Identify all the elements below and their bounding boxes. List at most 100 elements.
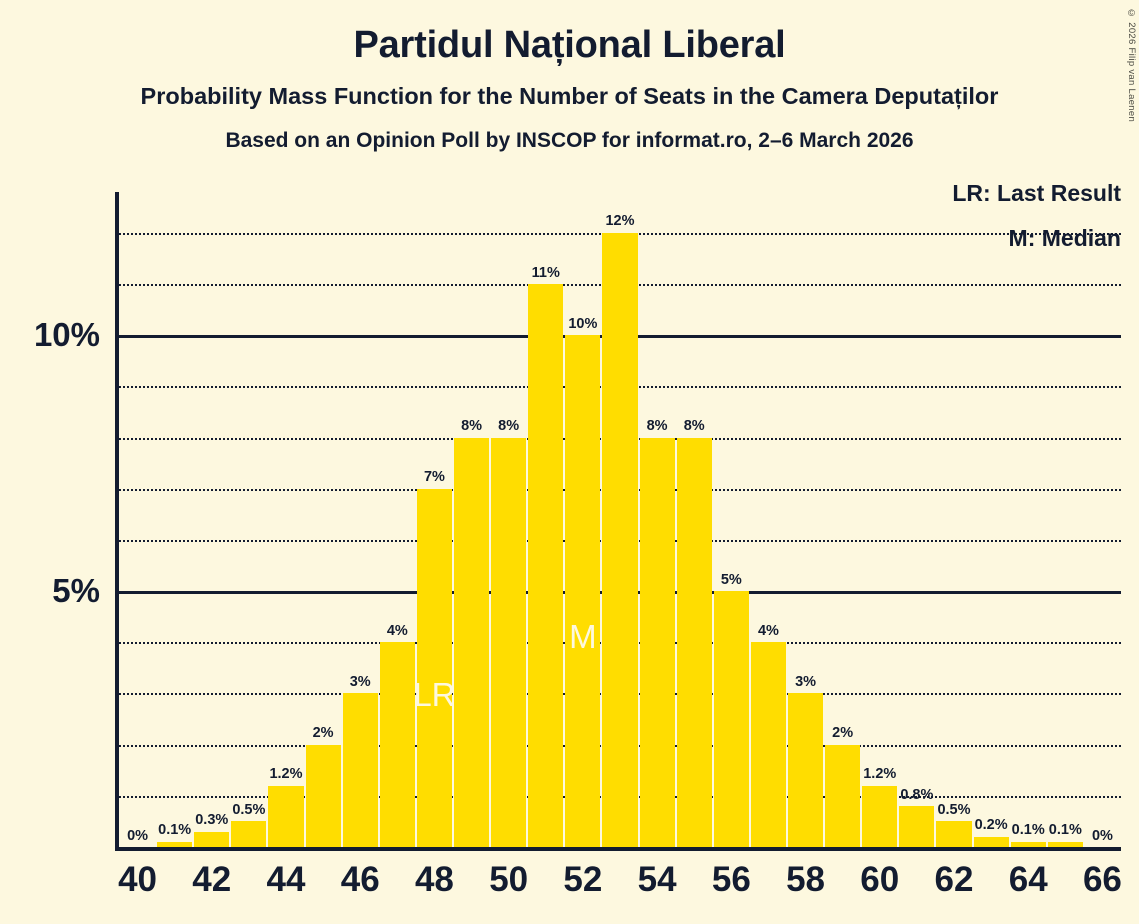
bar[interactable] [713, 591, 749, 847]
bar[interactable] [454, 437, 490, 847]
bar-slot[interactable]: 10% M [564, 192, 601, 847]
bar[interactable] [676, 437, 712, 847]
x-axis-tick-label: 58 [786, 860, 826, 899]
bar-value-label: 1.2% [269, 766, 303, 783]
bar[interactable] [528, 284, 564, 847]
bar-value-label: 5% [720, 571, 742, 588]
bar-value-label: 3% [795, 673, 817, 690]
bar-value-label: 0% [1091, 827, 1113, 844]
bar[interactable] [231, 821, 267, 847]
bar-slot[interactable]: 0.8% [898, 192, 935, 847]
x-axis-tick-label: 50 [489, 860, 529, 899]
bar[interactable] [973, 836, 1009, 847]
bar-value-label: 0.5% [232, 801, 266, 818]
bar-value-label: 2% [832, 725, 854, 742]
bar-slot[interactable]: 2% [305, 192, 342, 847]
bar[interactable] [750, 642, 786, 847]
bar-value-label: 8% [683, 418, 705, 435]
legend-item-median: M: Median [1008, 225, 1121, 251]
bar-slot[interactable]: 3% [342, 192, 379, 847]
page-title: Partidul Național Liberal [353, 24, 786, 66]
bar[interactable] [639, 437, 675, 847]
x-axis-tick-label: 40 [118, 860, 158, 899]
bar-slot[interactable]: 4% [379, 192, 416, 847]
bar-slot[interactable]: 0.5% [935, 192, 972, 847]
bar-slot[interactable]: 4% [750, 192, 787, 847]
bar-slot[interactable]: 8% [490, 192, 527, 847]
bar-slot[interactable]: 0.2% [973, 192, 1010, 847]
bar[interactable] [416, 488, 452, 847]
bar[interactable] [491, 437, 527, 847]
bar[interactable] [268, 785, 304, 847]
bar-slot[interactable]: 7% LR [413, 192, 456, 847]
bar-slot[interactable]: 0.3% [193, 192, 230, 847]
bar-slot[interactable]: 2% [824, 192, 861, 847]
bar-slot[interactable]: 0% [119, 192, 156, 847]
bar[interactable] [1047, 841, 1083, 847]
copyright-notice: © 2026 Filip van Laenen [1126, 8, 1137, 123]
legend-item-last-result: LR: Last Result [952, 180, 1121, 206]
bar-slot[interactable]: 8% [453, 192, 490, 847]
chart-subtitle: Probability Mass Function for the Number… [140, 83, 999, 109]
bar-slot[interactable]: 0% [1084, 192, 1121, 847]
y-axis-line [115, 192, 119, 847]
bar-value-label: 7% [423, 469, 445, 486]
bars-group: 0% 0.1% 0.3% 0.5% 1.2% 2% 3% 4% 7% LR 8% 8% 11% 10% M 1… [119, 192, 1121, 847]
x-axis-tick-label: 66 [1082, 860, 1122, 899]
bar-value-label: 10% [568, 315, 598, 332]
bar[interactable] [194, 831, 230, 847]
bar-slot[interactable]: 0.5% [230, 192, 267, 847]
x-axis-tick-label: 52 [563, 860, 603, 899]
bar-value-label: 0.1% [1011, 822, 1045, 839]
x-axis-tick-label: 60 [860, 860, 900, 899]
bar-value-label: 0.1% [1048, 822, 1082, 839]
bar-value-label: 3% [349, 673, 371, 690]
y-axis-tick-label: 5% [52, 572, 100, 610]
bar-value-label: 8% [646, 418, 668, 435]
median-marker: M [569, 617, 597, 655]
x-axis-tick-label: 64 [1008, 860, 1048, 899]
bar-slot[interactable]: 12% [601, 192, 638, 847]
bar[interactable] [565, 335, 601, 847]
bar-value-label: 0.8% [900, 786, 934, 803]
bar-slot[interactable]: 5% [713, 192, 750, 847]
bar-slot[interactable]: 0.1% [1047, 192, 1084, 847]
bar-value-label: 2% [312, 725, 334, 742]
bar[interactable] [305, 744, 341, 847]
x-axis-tick-label: 54 [637, 860, 677, 899]
plot-area: 5% 10% 0% 0.1% 0.3% 0.5% 1.2% 2% 3% 4% 7% LR 8% 8% 11… [34, 192, 1121, 851]
bar-value-label: 0.1% [158, 822, 192, 839]
bar-value-label: 12% [605, 213, 635, 230]
bar-slot[interactable]: 0.1% [156, 192, 193, 847]
bar[interactable] [157, 841, 193, 847]
x-axis-line [115, 847, 1121, 851]
bar[interactable] [899, 806, 935, 847]
bar-value-label: 8% [461, 418, 483, 435]
bar[interactable] [862, 785, 898, 847]
bar[interactable] [342, 693, 378, 847]
x-axis-tick-label: 44 [266, 860, 306, 899]
bar-slot[interactable]: 1.2% [267, 192, 304, 847]
x-axis-tick-label: 48 [414, 860, 454, 899]
bar[interactable] [825, 744, 861, 847]
bar-value-label: 0% [127, 827, 149, 844]
x-axis-tick-label: 56 [711, 860, 751, 899]
bar-slot[interactable]: 0.1% [1010, 192, 1047, 847]
x-axis-tick-label: 42 [192, 860, 232, 899]
bar[interactable] [379, 642, 415, 847]
x-axis-tick-label: 46 [340, 860, 380, 899]
bar[interactable] [602, 232, 638, 847]
x-axis-tick-label: 62 [934, 860, 974, 899]
bar-slot[interactable]: 3% [787, 192, 824, 847]
bar-slot[interactable]: 8% [676, 192, 713, 847]
bar-value-label: 4% [757, 622, 779, 639]
bar-slot[interactable]: 8% [639, 192, 676, 847]
bar[interactable] [788, 693, 824, 847]
bar-slot[interactable]: 1.2% [861, 192, 898, 847]
bar-value-label: 4% [386, 622, 408, 639]
bar-slot[interactable]: 11% [527, 192, 564, 847]
bar[interactable] [936, 821, 972, 847]
bar[interactable] [1010, 841, 1046, 847]
bar-value-label: 0.5% [937, 801, 971, 818]
